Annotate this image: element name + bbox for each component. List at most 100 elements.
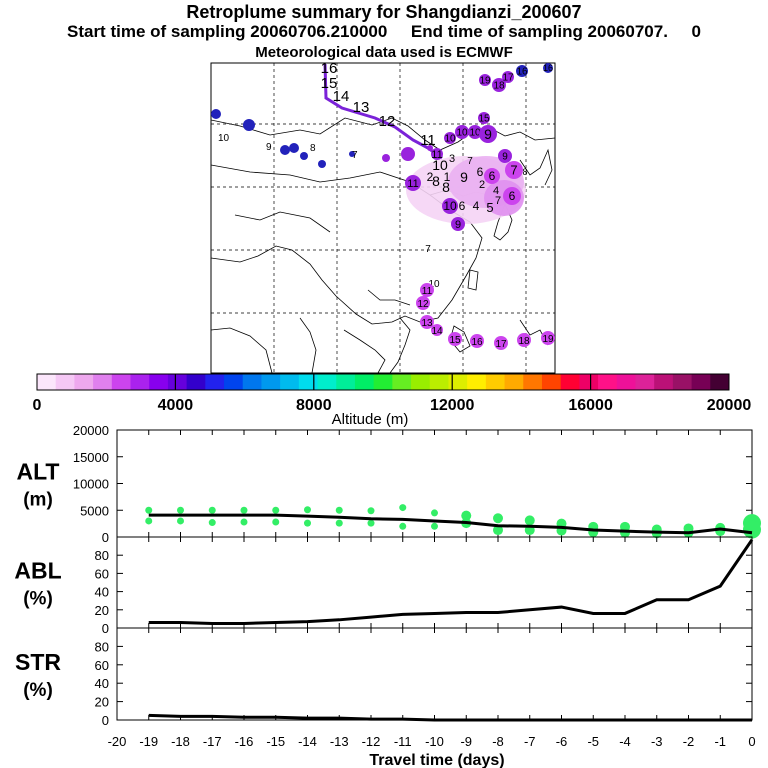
- south-track-point: [431, 324, 443, 336]
- south-track-label: 10: [428, 279, 440, 290]
- south-track-point: [470, 334, 484, 348]
- map-point: [492, 78, 506, 92]
- colorbar-swatch: [429, 374, 449, 390]
- abl-axis-unit: (%): [23, 589, 53, 610]
- south-track-point: [416, 296, 430, 310]
- y-tick-label: 40: [95, 585, 109, 600]
- plume-point-label: 8: [442, 179, 450, 195]
- str-axis-label: STR: [15, 649, 61, 675]
- colorbar-swatch: [261, 374, 281, 390]
- colorbar-swatch: [691, 374, 711, 390]
- alt-scatter-point: [272, 518, 280, 526]
- map-point: [484, 168, 500, 184]
- colorbar-swatch: [111, 374, 132, 390]
- map-point: [451, 217, 465, 231]
- map-point: [401, 147, 415, 161]
- colorbar-swatch: [93, 374, 113, 390]
- colorbar-swatch: [37, 374, 57, 390]
- colorbar-swatch: [411, 374, 431, 390]
- plume-point-label: 2: [479, 179, 485, 191]
- y-tick-label: 80: [95, 548, 109, 563]
- map-point: [479, 74, 491, 86]
- west-track-label: 10: [218, 133, 230, 144]
- colorbar-swatch: [280, 374, 300, 390]
- plume-point-label: 7: [467, 156, 473, 167]
- chart-title: Retroplume summary for Shangdianzi_20060…: [186, 2, 582, 22]
- y-tick-label: 5000: [80, 503, 109, 518]
- path-label: 16: [321, 60, 338, 77]
- alt-scatter-point: [177, 506, 184, 514]
- plume-point-label: 2: [427, 170, 434, 184]
- plume-point-label: 5: [486, 200, 493, 215]
- map-point: [405, 175, 421, 191]
- plume-path: [323, 63, 443, 160]
- colorbar-swatch: [242, 374, 262, 390]
- alt-scatter-point: [743, 520, 761, 539]
- plume-point-label: 3: [449, 153, 455, 165]
- colorbar-swatch: [448, 374, 468, 390]
- map-point-label: 10: [456, 128, 468, 139]
- colorbar-swatch: [354, 374, 375, 390]
- map-graticule: [211, 63, 555, 373]
- plume-point-label: 6: [459, 199, 466, 213]
- colorbar-swatch: [317, 374, 337, 390]
- x-tick-label: -20: [108, 734, 127, 749]
- south-track-label: 14: [431, 326, 443, 337]
- map-point-label: 10: [444, 134, 456, 145]
- x-tick-label: -17: [203, 734, 222, 749]
- south-track-point: [494, 336, 508, 350]
- west-track-label: 7: [352, 150, 358, 161]
- map-point: [442, 198, 458, 214]
- x-tick-label: -4: [619, 734, 631, 749]
- map-point-label: 11: [407, 178, 418, 190]
- x-tick-label: -14: [298, 734, 317, 749]
- y-tick-label: 0: [102, 713, 109, 728]
- map-point: [479, 125, 497, 143]
- map-point-label: 18: [493, 81, 505, 92]
- colorbar-swatch: [598, 374, 618, 390]
- south-track-label: 11: [422, 286, 433, 297]
- colorbar-swatch: [149, 374, 169, 390]
- south-track-point: [420, 283, 434, 297]
- str-series-line: [148, 713, 752, 722]
- y-tick-label: 20: [95, 603, 109, 618]
- colorbar-swatch: [523, 374, 543, 390]
- plume-point-label: 8: [522, 167, 527, 177]
- map-point-label: 7: [425, 244, 431, 255]
- colorbar-swatch: [672, 374, 693, 390]
- x-tick-label: -15: [266, 734, 285, 749]
- south-track-label: 17: [495, 339, 507, 350]
- x-tick-label: -16: [235, 734, 254, 749]
- map-point: [318, 160, 326, 168]
- path-label: 12: [379, 113, 396, 130]
- x-axis-label: Travel time (days): [369, 752, 504, 768]
- alt-scatter-point: [399, 504, 407, 512]
- x-tick-label: -7: [524, 734, 536, 749]
- alt-scatter-point: [493, 513, 503, 524]
- map-point-label: 10: [469, 128, 481, 139]
- y-tick-label: 0: [102, 621, 109, 636]
- colorbar-swatch: [74, 374, 94, 390]
- x-tick-label: -19: [139, 734, 158, 749]
- map-point: [349, 151, 355, 157]
- abl-series-line: [148, 538, 754, 625]
- map-point: [543, 63, 553, 73]
- alt-series-line: [148, 513, 753, 535]
- map-point-label: 17: [502, 73, 514, 84]
- plume-point-label: 6: [477, 165, 484, 179]
- alt-axis-unit: (m): [23, 490, 53, 511]
- path-label: 15: [321, 75, 338, 92]
- colorbar-swatch: [485, 374, 506, 390]
- south-track-label: 16: [471, 337, 483, 348]
- colorbar-frame: [36, 373, 730, 391]
- altitude-colorbar: 0 4000 8000 12000 16000 20000 Altitude (m): [33, 373, 751, 428]
- x-tick-label: -12: [362, 734, 381, 749]
- map-point: [427, 145, 433, 151]
- x-tick-label: -8: [492, 734, 504, 749]
- alt-scatter-point: [399, 522, 407, 530]
- alt-scatter-point: [431, 522, 438, 530]
- alt-scatter-point: [272, 506, 280, 514]
- path-label: 14: [333, 88, 350, 105]
- alt-scatter-point: [367, 507, 375, 515]
- colorbar-swatch: [710, 374, 730, 390]
